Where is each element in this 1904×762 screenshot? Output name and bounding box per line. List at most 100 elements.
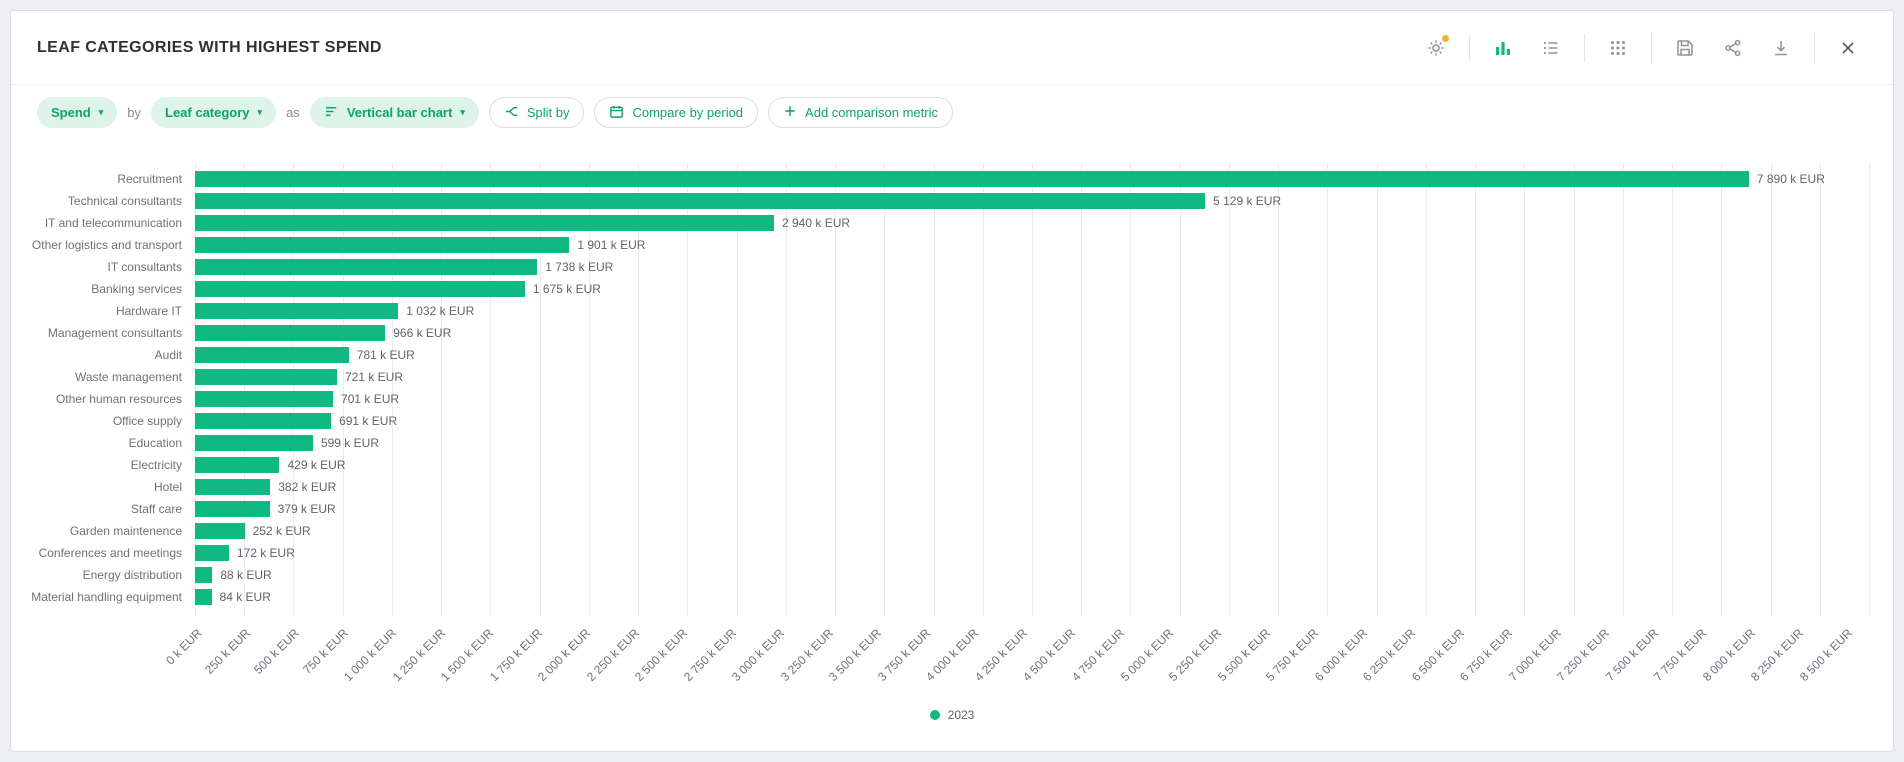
category-label: Education (128, 436, 182, 450)
gridline (195, 164, 196, 616)
calendar-icon (609, 104, 624, 122)
bar-row: Office supply 691 k EUR (25, 410, 1869, 432)
bar[interactable] (195, 589, 212, 605)
bar-chart-view-icon[interactable] (1484, 29, 1522, 67)
value-label: 599 k EUR (320, 436, 379, 450)
add-comparison-metric-label: Add comparison metric (805, 105, 938, 120)
bar[interactable] (195, 215, 774, 231)
bar[interactable] (195, 325, 386, 341)
gridline (1032, 164, 1033, 616)
bar[interactable] (195, 545, 229, 561)
bar[interactable] (195, 193, 1206, 209)
gridline (1869, 164, 1870, 616)
bar[interactable] (195, 479, 271, 495)
legend-label: 2023 (947, 708, 975, 722)
bar-row: Management consultants 966 k EUR (25, 322, 1869, 344)
category-label: Banking services (91, 282, 182, 296)
bar[interactable] (195, 567, 213, 583)
split-by-button[interactable]: Split by (488, 97, 585, 128)
bar-track: 701 k EUR (195, 388, 1869, 410)
divider (1814, 33, 1815, 62)
bar-track: 84 k EUR (195, 586, 1869, 608)
gridline (1770, 164, 1772, 616)
gridline (835, 164, 837, 616)
gridline (539, 164, 541, 616)
bar-track: 721 k EUR (195, 366, 1869, 388)
gridlines (195, 164, 1870, 616)
bar-row: Energy distribution 88 k EUR (25, 564, 1869, 586)
dimension-dropdown[interactable]: Leaf category ▾ (151, 97, 277, 128)
value-label: 1 738 k EUR (545, 260, 614, 274)
legend-swatch[interactable] (929, 710, 940, 720)
bar-track: 1 738 k EUR (195, 256, 1869, 278)
x-tick-label: 500 k EUR (251, 626, 302, 677)
bar[interactable] (195, 171, 1749, 187)
share-icon[interactable] (1714, 29, 1752, 67)
bar-row: Electricity 429 k EUR (25, 454, 1869, 476)
bar-rows: Recruitment 7 890 k EUR Technical consulta… (25, 164, 1869, 616)
category-label: IT consultants (107, 260, 182, 274)
bar-track: 1 032 k EUR (195, 300, 1869, 322)
bar[interactable] (195, 281, 525, 297)
header-actions (1417, 29, 1867, 67)
divider (1469, 33, 1470, 62)
bar[interactable] (195, 237, 570, 253)
gridline (1622, 164, 1624, 616)
value-label: 691 k EUR (339, 414, 398, 428)
gridline (1376, 164, 1378, 616)
metric-dropdown-label: Spend (51, 105, 91, 120)
add-comparison-metric-button[interactable]: Add comparison metric (768, 97, 953, 128)
bar-track: 88 k EUR (195, 564, 1869, 586)
chart-type-icon (324, 104, 339, 122)
bar[interactable] (195, 259, 538, 275)
connector-by: by (127, 105, 141, 120)
bar[interactable] (195, 457, 280, 473)
bar[interactable] (195, 435, 313, 451)
list-view-icon[interactable] (1532, 29, 1570, 67)
bar-track: 966 k EUR (195, 322, 1869, 344)
bar-track: 1 901 k EUR (195, 234, 1869, 256)
notification-dot (1442, 34, 1449, 42)
bar[interactable] (195, 347, 349, 363)
compare-by-period-button[interactable]: Compare by period (594, 97, 759, 128)
value-label: 5 129 k EUR (1213, 194, 1282, 208)
bar[interactable] (195, 303, 399, 319)
category-label: Recruitment (117, 172, 182, 186)
bar[interactable] (195, 523, 245, 539)
chevron-down-icon: ▾ (98, 107, 104, 117)
gridline (638, 164, 640, 616)
bar-row: Technical consultants 5 129 k EUR (25, 190, 1869, 212)
grid-view-icon[interactable] (1599, 29, 1637, 67)
bar-row: Conferences and meetings 172 k EUR (25, 542, 1869, 564)
bar-row: IT consultants 1 738 k EUR (25, 256, 1869, 278)
gridline (588, 164, 590, 616)
settings-gear-icon[interactable] (1417, 29, 1455, 67)
value-label: 88 k EUR (220, 568, 272, 582)
bar-row: Audit 781 k EUR (25, 344, 1869, 366)
bar-track: 7 890 k EUR (195, 168, 1869, 190)
bar[interactable] (195, 369, 337, 385)
value-label: 1 675 k EUR (532, 282, 601, 296)
chart-area: Recruitment 7 890 k EUR Technical consulta… (11, 138, 1893, 696)
category-label: IT and telecommunication (44, 216, 182, 230)
bar-row: Hardware IT 1 032 k EUR (25, 300, 1869, 322)
download-icon[interactable] (1762, 29, 1800, 67)
close-icon[interactable] (1829, 29, 1867, 67)
bar-row: Waste management 721 k EUR (25, 366, 1869, 388)
divider (1651, 33, 1652, 62)
widget-card: LEAF CATEGORIES WITH HIGHEST SPEND (10, 10, 1894, 752)
metric-dropdown[interactable]: Spend ▾ (37, 97, 118, 128)
chart-type-dropdown[interactable]: Vertical bar chart ▾ (309, 97, 479, 128)
value-label: 966 k EUR (393, 326, 452, 340)
bar[interactable] (195, 501, 270, 517)
save-icon[interactable] (1666, 29, 1704, 67)
category-label: Hardware IT (115, 304, 182, 318)
value-label: 382 k EUR (278, 480, 337, 494)
page-title: LEAF CATEGORIES WITH HIGHEST SPEND (37, 38, 382, 56)
bar[interactable] (195, 391, 334, 407)
bar[interactable] (195, 413, 332, 429)
gridline (785, 164, 787, 616)
chevron-down-icon: ▾ (257, 107, 263, 117)
category-label: Other logistics and transport (31, 238, 182, 252)
bar-track: 382 k EUR (195, 476, 1869, 498)
